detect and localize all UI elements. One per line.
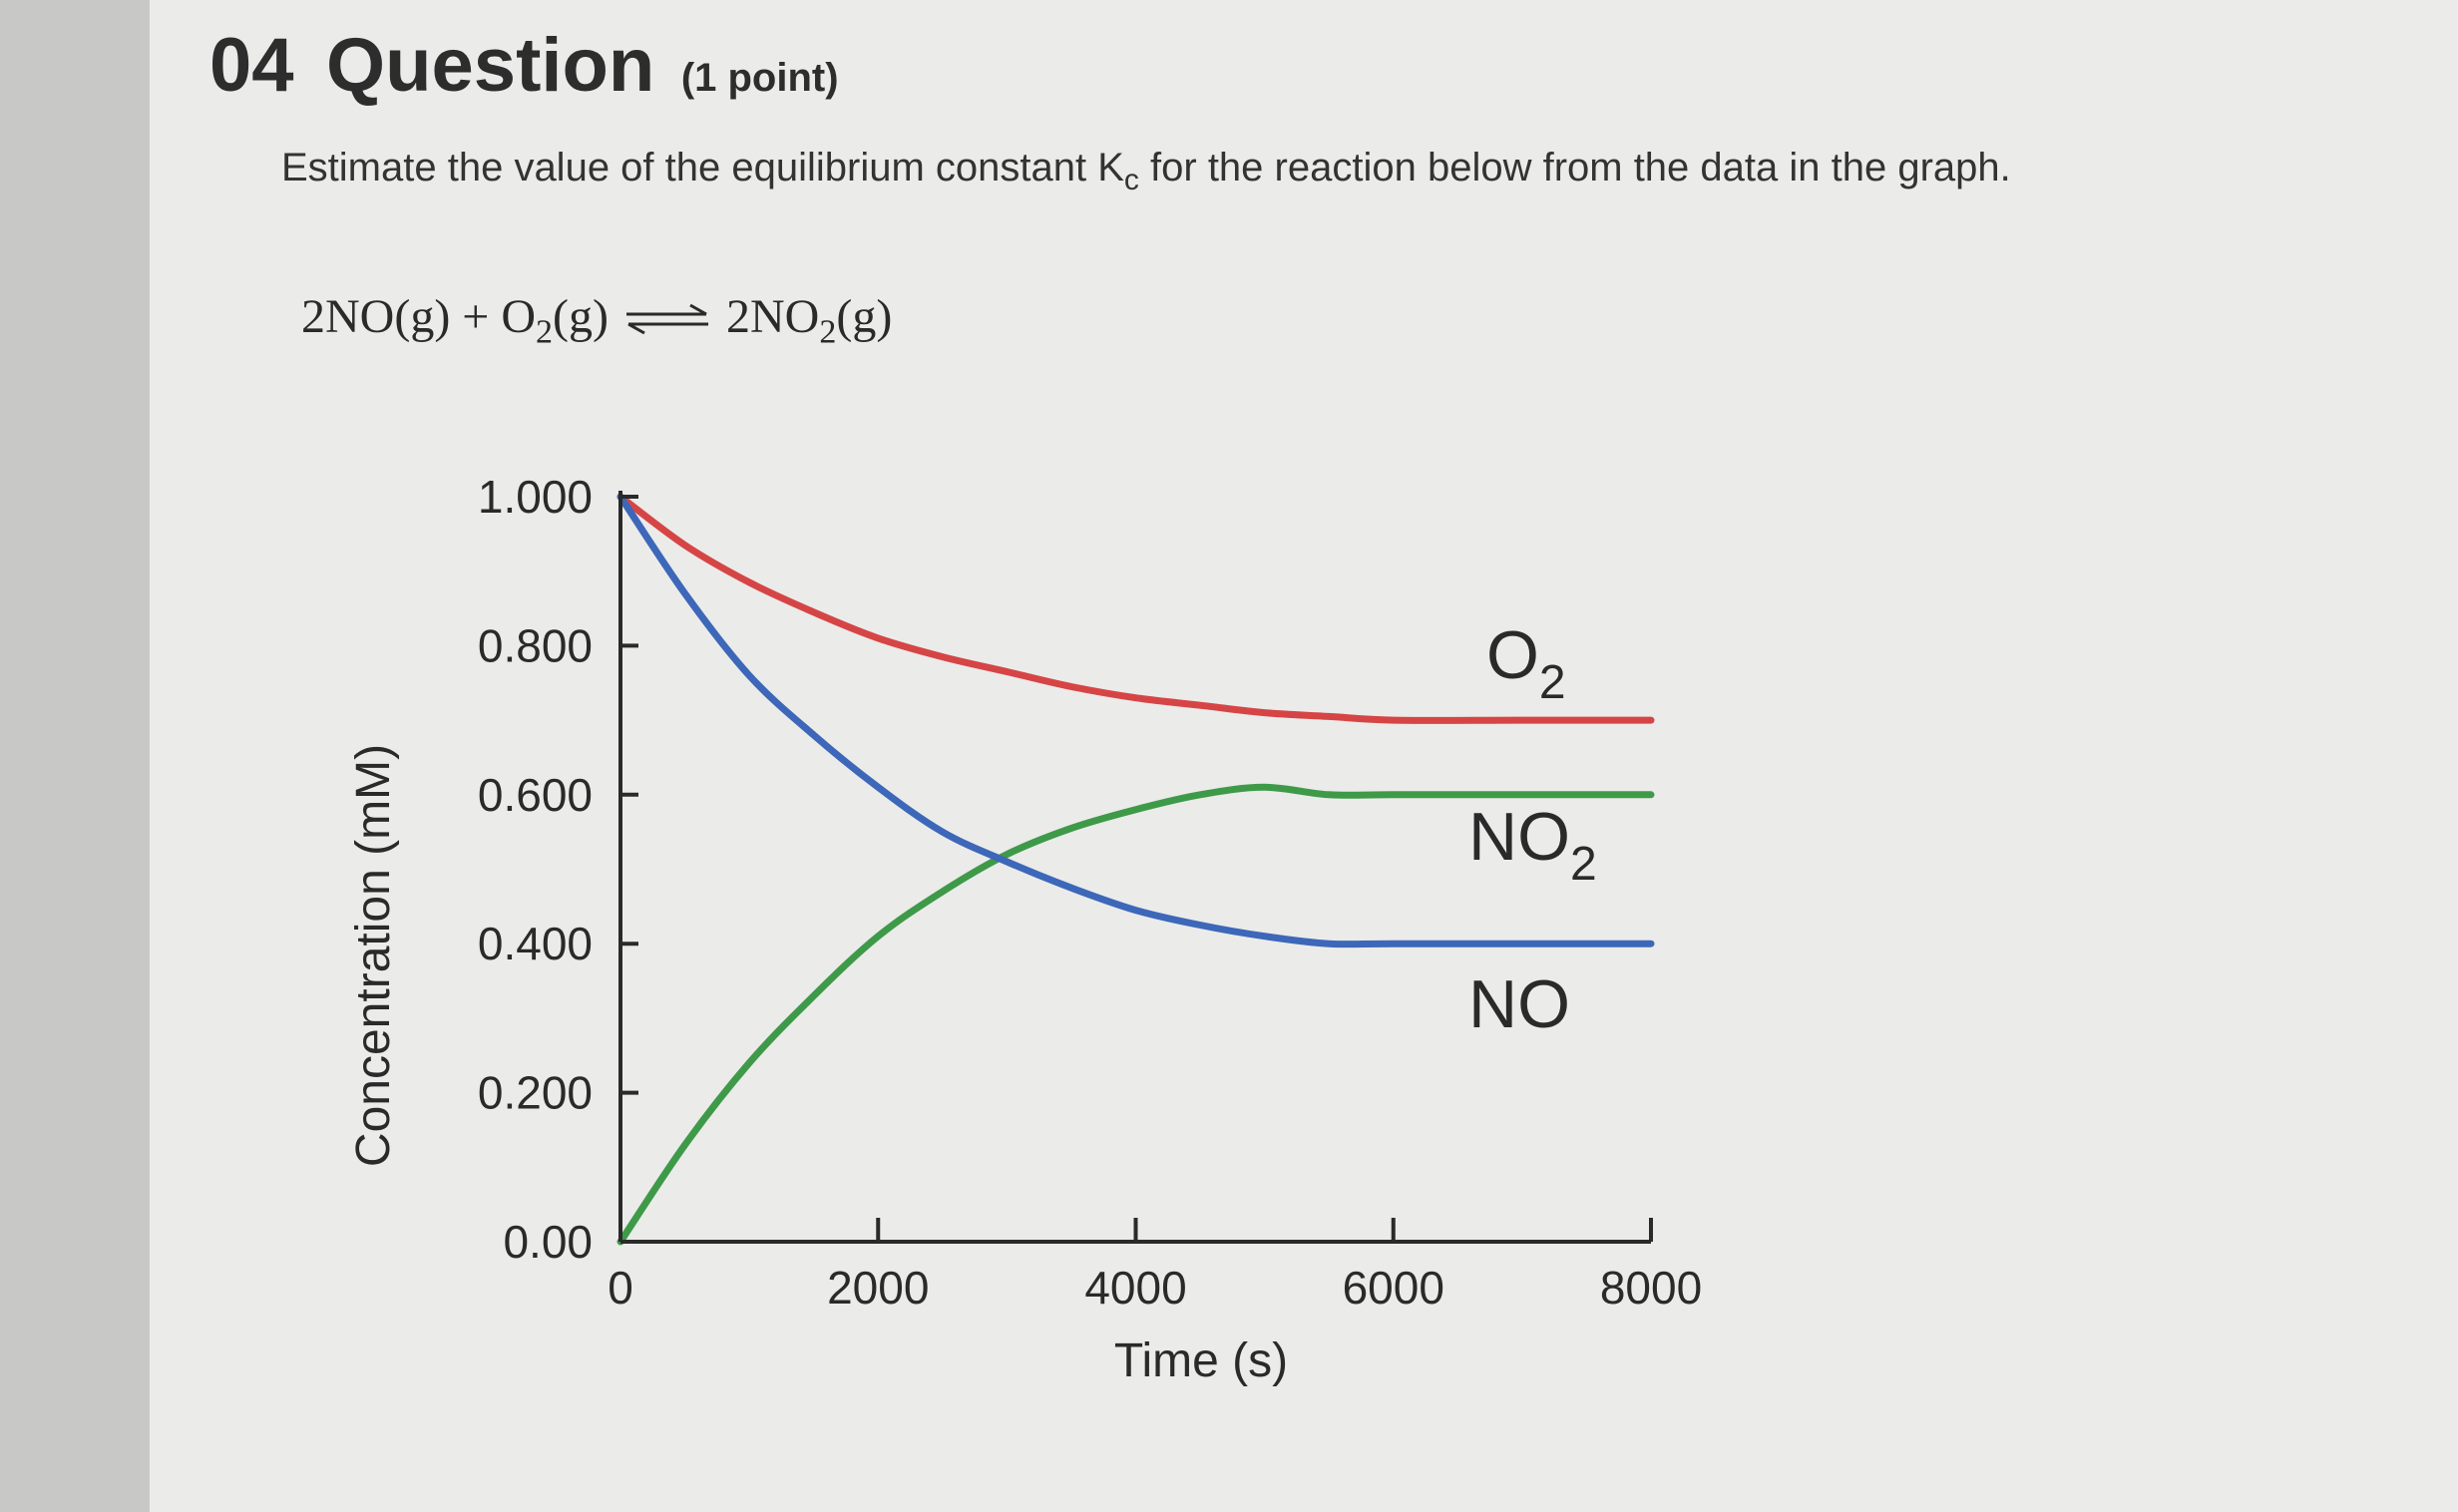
product-text: 2NO [726, 290, 820, 343]
series-line-2 [616, 493, 1655, 948]
reactant-phase: (g) [553, 290, 609, 343]
x-axis-title: Time (s) [1114, 1334, 1288, 1387]
y-tick-label: 0.600 [478, 769, 593, 821]
y-axis-title: Concentration (mM) [347, 744, 400, 1167]
y-tick-label: 0.400 [478, 918, 593, 969]
reactant-text: 2NO(g) + O [301, 290, 537, 343]
question-title: Question [326, 23, 655, 108]
y-tick-label: 0.800 [478, 619, 593, 671]
chart-series-labels: O2 NO2 NO [1468, 617, 1597, 1042]
worksheet-panel [150, 0, 2458, 1512]
x-tick-label: 6000 [1343, 1262, 1444, 1314]
question-number: 04 [209, 23, 294, 108]
chart-ticks: 0 2000 4000 6000 8000 0.00 0.200 0.400 0.600 0.80… [478, 471, 1702, 1314]
product-subscript: 2 [819, 313, 837, 351]
y-tick-label: 0.00 [503, 1216, 593, 1268]
series-label-2: NO [1468, 966, 1570, 1042]
series-label-1: NO2 [1468, 799, 1597, 891]
chart-series [616, 493, 1655, 1246]
reactant-subscript: 2 [536, 313, 554, 351]
prompt-text-end: for the reaction below from the data in … [1138, 146, 2011, 189]
y-tick-label: 1.000 [478, 471, 593, 523]
question-header: 04 Question (1 point) [209, 22, 839, 109]
series-line-1 [616, 783, 1655, 1246]
question-prompt: Estimate the value of the equilibrium co… [281, 146, 2011, 197]
product-phase: (g) [836, 290, 893, 343]
question-points: (1 point) [680, 56, 839, 100]
x-tick-label: 0 [608, 1262, 633, 1314]
prompt-subscript: c [1123, 164, 1139, 196]
x-tick-label: 4000 [1084, 1262, 1186, 1314]
prompt-text-start: Estimate the value of the equilibrium co… [281, 146, 1124, 189]
series-label-0: O2 [1486, 617, 1566, 709]
equilibrium-arrow-icon [622, 293, 712, 348]
reaction-equation: 2NO(g) + O2(g) 2NO2(g) [301, 289, 892, 352]
y-tick-label: 0.200 [478, 1067, 593, 1119]
x-tick-label: 8000 [1600, 1262, 1702, 1314]
x-tick-label: 2000 [827, 1262, 929, 1314]
series-line-0 [616, 493, 1655, 724]
